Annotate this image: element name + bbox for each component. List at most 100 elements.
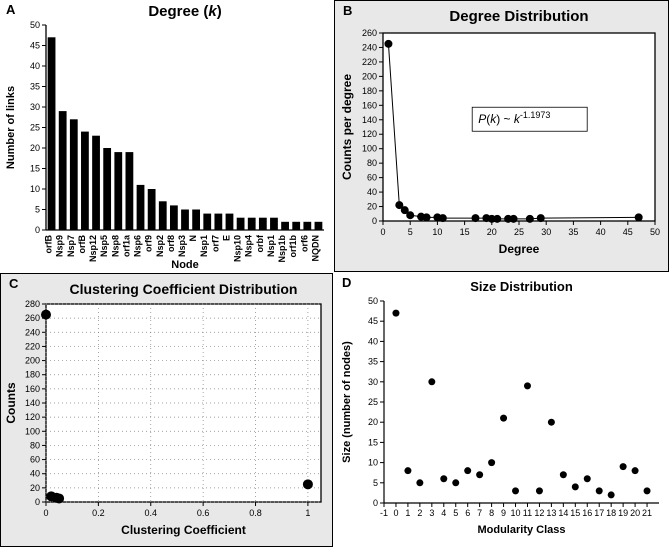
svg-text:80: 80 [30, 440, 40, 450]
panel-B: BDegree Distribution02040608010012014016… [334, 0, 669, 272]
svg-text:120: 120 [362, 129, 377, 139]
svg-text:35: 35 [30, 82, 40, 92]
svg-text:25: 25 [30, 123, 40, 133]
svg-text:10: 10 [511, 508, 521, 518]
svg-text:orf6: orf6 [299, 235, 309, 252]
svg-text:45: 45 [623, 227, 633, 237]
svg-text:0: 0 [393, 508, 398, 518]
panel-A: ADegree (k)05101520253035404550orfBNsp9N… [0, 0, 333, 272]
svg-text:8: 8 [489, 508, 494, 518]
svg-text:Size (number of nodes): Size (number of nodes) [341, 341, 353, 463]
svg-text:40: 40 [596, 227, 606, 237]
svg-text:0: 0 [35, 225, 40, 235]
svg-text:21: 21 [642, 508, 652, 518]
svg-text:Degree: Degree [499, 242, 540, 256]
svg-text:0.8: 0.8 [249, 508, 262, 518]
svg-text:10: 10 [30, 184, 40, 194]
svg-text:6: 6 [465, 508, 470, 518]
svg-text:Clustering Coefficient: Clustering Coefficient [121, 523, 246, 537]
svg-text:Nsp1: Nsp1 [199, 235, 209, 257]
svg-text:Nsp5: Nsp5 [99, 235, 109, 257]
svg-text:18: 18 [606, 508, 616, 518]
svg-text:15: 15 [460, 227, 470, 237]
svg-text:50: 50 [650, 227, 660, 237]
svg-text:0: 0 [35, 497, 40, 507]
svg-text:0.6: 0.6 [197, 508, 210, 518]
svg-text:0: 0 [372, 216, 377, 226]
svg-text:Degree Distribution: Degree Distribution [449, 8, 588, 25]
svg-text:25: 25 [514, 227, 524, 237]
svg-text:180: 180 [25, 370, 40, 380]
svg-text:15: 15 [570, 508, 580, 518]
svg-text:N: N [188, 235, 198, 242]
svg-text:orf1b: orf1b [288, 234, 298, 257]
svg-text:220: 220 [25, 341, 40, 351]
svg-text:5: 5 [35, 205, 40, 215]
svg-text:Nsp10: Nsp10 [233, 235, 243, 262]
svg-text:E: E [221, 235, 231, 241]
svg-text:Nsp4: Nsp4 [244, 235, 254, 257]
svg-text:Nsp3: Nsp3 [177, 235, 187, 257]
svg-text:40: 40 [30, 469, 40, 479]
svg-text:orf1a: orf1a [121, 234, 131, 257]
svg-text:100: 100 [362, 144, 377, 154]
svg-text:120: 120 [25, 412, 40, 422]
svg-text:16: 16 [582, 508, 592, 518]
svg-text:A: A [6, 2, 16, 17]
svg-text:20: 20 [30, 483, 40, 493]
svg-text:orfB: orfB [44, 235, 54, 254]
svg-text:260: 260 [25, 313, 40, 323]
svg-text:20: 20 [367, 202, 377, 212]
svg-text:14: 14 [558, 508, 568, 518]
svg-text:25: 25 [368, 397, 378, 407]
svg-text:160: 160 [362, 100, 377, 110]
svg-text:orf9: orf9 [144, 235, 154, 252]
svg-text:Nsp7: Nsp7 [66, 235, 76, 257]
svg-text:40: 40 [30, 61, 40, 71]
svg-text:140: 140 [25, 398, 40, 408]
svg-text:Nsp6: Nsp6 [133, 235, 143, 257]
svg-text:4: 4 [441, 508, 446, 518]
svg-text:C: C [9, 276, 19, 291]
svg-text:0: 0 [380, 227, 385, 237]
svg-text:Nsp12: Nsp12 [88, 235, 98, 262]
svg-text:100: 100 [25, 426, 40, 436]
svg-text:Counts: Counts [4, 382, 18, 424]
svg-text:180: 180 [362, 86, 377, 96]
svg-text:240: 240 [362, 42, 377, 52]
svg-text:0.2: 0.2 [92, 508, 105, 518]
svg-text:220: 220 [362, 57, 377, 67]
svg-text:20: 20 [487, 227, 497, 237]
svg-text:1: 1 [305, 508, 310, 518]
svg-text:Number of links: Number of links [5, 86, 17, 169]
svg-text:orf8: orf8 [166, 235, 176, 252]
svg-text:20: 20 [368, 417, 378, 427]
svg-text:5: 5 [408, 227, 413, 237]
svg-text:Nsp1: Nsp1 [266, 235, 276, 257]
svg-text:13: 13 [546, 508, 556, 518]
svg-text:17: 17 [594, 508, 604, 518]
svg-text:40: 40 [368, 336, 378, 346]
svg-text:Clustering Coefficient Distrib: Clustering Coefficient Distribution [70, 281, 298, 297]
svg-text:Nsp1b: Nsp1b [277, 235, 287, 263]
svg-text:Size Distribution: Size Distribution [470, 279, 573, 294]
svg-text:Node: Node [171, 259, 199, 271]
svg-text:19: 19 [618, 508, 628, 518]
svg-text:Degree (k): Degree (k) [148, 3, 221, 20]
svg-text:5: 5 [373, 478, 378, 488]
svg-text:12: 12 [534, 508, 544, 518]
svg-text:60: 60 [30, 455, 40, 465]
svg-text:10: 10 [368, 458, 378, 468]
svg-text:B: B [343, 3, 352, 18]
svg-text:80: 80 [367, 158, 377, 168]
svg-text:orfB: orfB [77, 235, 87, 254]
svg-text:15: 15 [368, 437, 378, 447]
svg-text:20: 20 [30, 143, 40, 153]
svg-text:15: 15 [30, 164, 40, 174]
svg-text:Nsp9: Nsp9 [55, 235, 65, 257]
svg-text:NQDN: NQDN [310, 235, 320, 262]
svg-text:5: 5 [453, 508, 458, 518]
svg-text:9: 9 [501, 508, 506, 518]
svg-text:30: 30 [368, 377, 378, 387]
svg-text:Nsp8: Nsp8 [110, 235, 120, 257]
